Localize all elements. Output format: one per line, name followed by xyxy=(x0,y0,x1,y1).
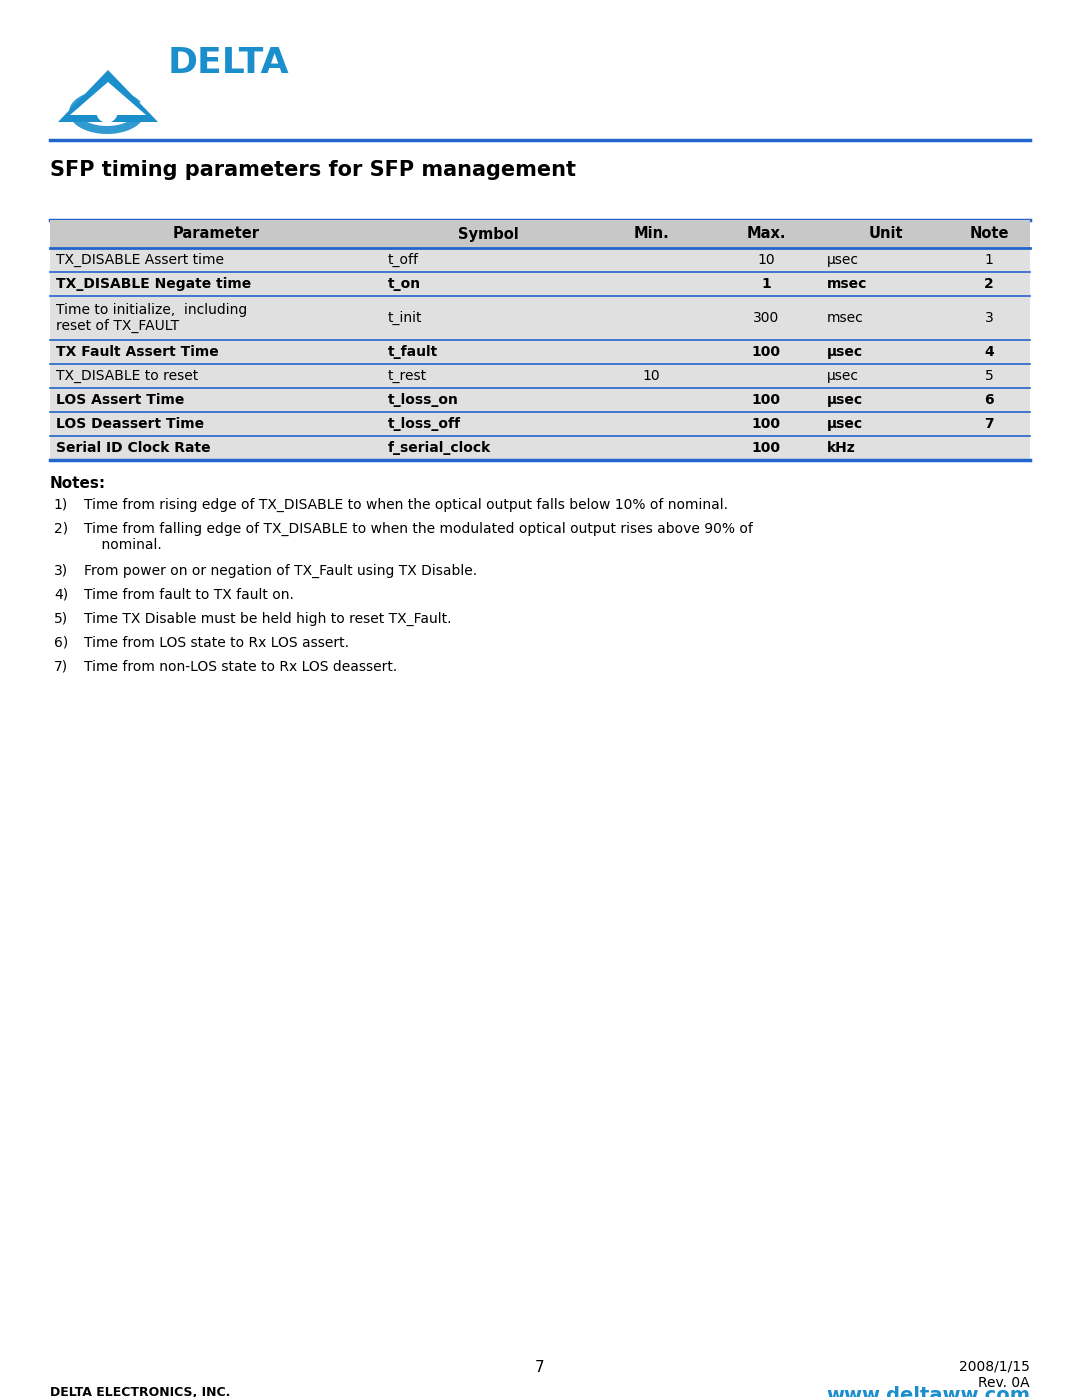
Text: t_rest: t_rest xyxy=(388,369,428,383)
Text: Time TX Disable must be held high to reset TX_Fault.: Time TX Disable must be held high to res… xyxy=(84,612,451,626)
Text: μsec: μsec xyxy=(827,345,863,359)
Text: Min.: Min. xyxy=(634,226,670,242)
Text: μsec: μsec xyxy=(827,393,863,407)
Text: LOS Deassert Time: LOS Deassert Time xyxy=(56,416,204,432)
Bar xyxy=(50,272,1030,296)
Text: TX_DISABLE Assert time: TX_DISABLE Assert time xyxy=(56,253,224,267)
Bar xyxy=(50,412,1030,436)
Bar xyxy=(50,296,1030,339)
Text: t_on: t_on xyxy=(388,277,421,291)
Text: μsec: μsec xyxy=(827,416,863,432)
Text: μsec: μsec xyxy=(827,253,859,267)
Text: 1: 1 xyxy=(761,277,771,291)
Text: DELTA ELECTRONICS, INC.: DELTA ELECTRONICS, INC. xyxy=(50,1386,230,1397)
Text: 1: 1 xyxy=(985,253,994,267)
Bar xyxy=(50,219,1030,249)
Text: 100: 100 xyxy=(752,393,781,407)
Text: 100: 100 xyxy=(752,345,781,359)
Text: 5: 5 xyxy=(985,369,994,383)
Bar xyxy=(50,365,1030,388)
Text: 2): 2) xyxy=(54,522,68,536)
Text: 10: 10 xyxy=(757,253,774,267)
Text: t_fault: t_fault xyxy=(388,345,438,359)
Text: Time to initialize,  including
reset of TX_FAULT: Time to initialize, including reset of T… xyxy=(56,303,247,332)
Text: Symbol: Symbol xyxy=(458,226,518,242)
Text: DELTA: DELTA xyxy=(168,46,289,80)
Text: 300: 300 xyxy=(753,312,779,326)
Text: Time from rising edge of TX_DISABLE to when the optical output falls below 10% o: Time from rising edge of TX_DISABLE to w… xyxy=(84,497,728,513)
Bar xyxy=(50,436,1030,460)
Text: Serial ID Clock Rate: Serial ID Clock Rate xyxy=(56,441,211,455)
Text: 100: 100 xyxy=(752,441,781,455)
Text: msec: msec xyxy=(827,312,864,326)
Text: t_off: t_off xyxy=(388,253,419,267)
Text: Time from falling edge of TX_DISABLE to when the modulated optical output rises : Time from falling edge of TX_DISABLE to … xyxy=(84,522,753,552)
Text: Max.: Max. xyxy=(746,226,785,242)
Text: www.deltaww.com: www.deltaww.com xyxy=(826,1386,1030,1397)
Text: Time from fault to TX fault on.: Time from fault to TX fault on. xyxy=(84,588,294,602)
Text: 7: 7 xyxy=(984,416,994,432)
Text: f_serial_clock: f_serial_clock xyxy=(388,441,491,455)
Text: 100: 100 xyxy=(752,416,781,432)
Polygon shape xyxy=(69,89,140,134)
Text: SFP timing parameters for SFP management: SFP timing parameters for SFP management xyxy=(50,161,576,180)
Text: μsec: μsec xyxy=(827,369,859,383)
Bar xyxy=(50,339,1030,365)
Text: 2: 2 xyxy=(984,277,994,291)
Circle shape xyxy=(97,102,117,122)
Text: 3: 3 xyxy=(985,312,994,326)
Text: 7: 7 xyxy=(536,1361,544,1375)
Text: 5): 5) xyxy=(54,612,68,626)
Text: 3): 3) xyxy=(54,564,68,578)
Text: 4: 4 xyxy=(984,345,994,359)
Text: From power on or negation of TX_Fault using TX Disable.: From power on or negation of TX_Fault us… xyxy=(84,564,477,578)
Polygon shape xyxy=(70,82,146,115)
Text: kHz: kHz xyxy=(827,441,855,455)
Text: 4): 4) xyxy=(54,588,68,602)
Text: TX_DISABLE Negate time: TX_DISABLE Negate time xyxy=(56,277,252,291)
Text: Parameter: Parameter xyxy=(173,226,259,242)
Text: LOS Assert Time: LOS Assert Time xyxy=(56,393,185,407)
Text: t_loss_off: t_loss_off xyxy=(388,416,461,432)
Text: 7): 7) xyxy=(54,659,68,673)
Text: 6: 6 xyxy=(984,393,994,407)
Text: 6): 6) xyxy=(54,636,68,650)
Text: Time from non-LOS state to Rx LOS deassert.: Time from non-LOS state to Rx LOS deasse… xyxy=(84,659,397,673)
Text: t_init: t_init xyxy=(388,312,422,326)
Text: Note: Note xyxy=(970,226,1009,242)
Text: TX Fault Assert Time: TX Fault Assert Time xyxy=(56,345,219,359)
Polygon shape xyxy=(58,70,158,122)
Text: Time from LOS state to Rx LOS assert.: Time from LOS state to Rx LOS assert. xyxy=(84,636,349,650)
Bar xyxy=(50,249,1030,272)
Text: TX_DISABLE to reset: TX_DISABLE to reset xyxy=(56,369,199,383)
Text: t_loss_on: t_loss_on xyxy=(388,393,459,407)
Text: 10: 10 xyxy=(643,369,661,383)
Text: Notes:: Notes: xyxy=(50,476,106,490)
Text: 2008/1/15
Rev. 0A: 2008/1/15 Rev. 0A xyxy=(959,1361,1030,1390)
Text: 1): 1) xyxy=(54,497,68,511)
Text: msec: msec xyxy=(827,277,867,291)
Text: Unit: Unit xyxy=(868,226,903,242)
Bar xyxy=(50,388,1030,412)
